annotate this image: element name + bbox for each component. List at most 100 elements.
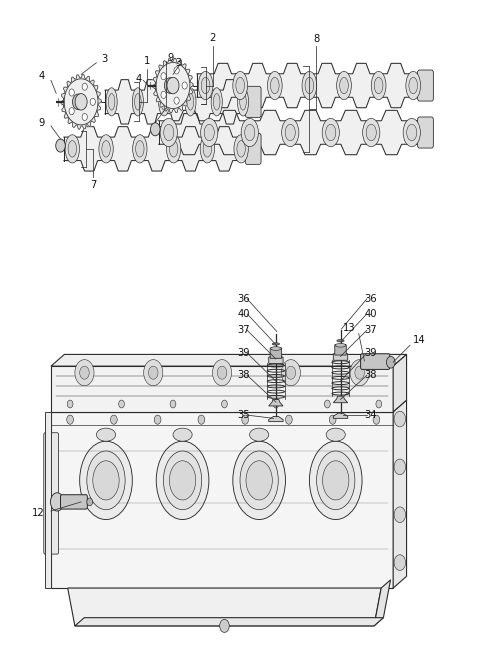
Circle shape (373, 415, 380, 424)
Polygon shape (61, 75, 101, 129)
Circle shape (394, 411, 406, 427)
Circle shape (110, 415, 117, 424)
Ellipse shape (340, 77, 348, 94)
Circle shape (67, 415, 73, 424)
Text: 4: 4 (38, 71, 45, 81)
Ellipse shape (96, 428, 116, 441)
Circle shape (394, 459, 406, 475)
Text: 37: 37 (237, 325, 250, 336)
Circle shape (64, 79, 98, 125)
Ellipse shape (409, 77, 418, 94)
Circle shape (329, 415, 336, 424)
Text: 7: 7 (90, 180, 96, 190)
Ellipse shape (93, 461, 119, 500)
Circle shape (394, 507, 406, 523)
Text: 39: 39 (237, 348, 250, 358)
Circle shape (156, 63, 190, 109)
Text: 4: 4 (136, 74, 142, 84)
Ellipse shape (106, 88, 117, 116)
FancyBboxPatch shape (60, 494, 87, 509)
Circle shape (144, 360, 163, 386)
Polygon shape (333, 396, 348, 403)
Circle shape (161, 73, 166, 80)
Polygon shape (374, 580, 391, 626)
Circle shape (72, 94, 84, 110)
Text: 40: 40 (364, 309, 377, 319)
Text: 13: 13 (343, 323, 356, 334)
Ellipse shape (65, 135, 80, 163)
Ellipse shape (317, 451, 355, 509)
Circle shape (75, 360, 94, 386)
Circle shape (174, 67, 179, 74)
Ellipse shape (246, 461, 272, 500)
Ellipse shape (269, 356, 283, 359)
Circle shape (386, 356, 395, 368)
Ellipse shape (99, 135, 113, 163)
Text: 38: 38 (237, 370, 250, 380)
Polygon shape (64, 127, 250, 171)
Text: 14: 14 (413, 335, 426, 345)
Polygon shape (153, 58, 193, 113)
Text: 1: 1 (144, 56, 150, 66)
Ellipse shape (237, 141, 245, 157)
Ellipse shape (270, 77, 279, 94)
Circle shape (148, 366, 158, 379)
Ellipse shape (234, 135, 248, 163)
Ellipse shape (134, 94, 141, 110)
Ellipse shape (271, 347, 281, 351)
Ellipse shape (245, 124, 255, 141)
Ellipse shape (406, 71, 420, 99)
FancyBboxPatch shape (44, 433, 59, 554)
Ellipse shape (240, 94, 246, 110)
Circle shape (56, 139, 65, 152)
FancyBboxPatch shape (245, 133, 261, 164)
Ellipse shape (132, 88, 144, 116)
Text: 8: 8 (313, 33, 319, 44)
Ellipse shape (169, 141, 178, 157)
FancyBboxPatch shape (360, 354, 390, 370)
Circle shape (355, 366, 364, 379)
Text: 9: 9 (167, 53, 174, 63)
Ellipse shape (201, 77, 210, 94)
Ellipse shape (161, 94, 168, 110)
Ellipse shape (322, 118, 339, 146)
Ellipse shape (267, 71, 282, 99)
Circle shape (286, 366, 296, 379)
Text: 38: 38 (364, 370, 377, 380)
Ellipse shape (163, 451, 202, 509)
Ellipse shape (374, 77, 383, 94)
Circle shape (182, 82, 187, 89)
Ellipse shape (203, 141, 212, 157)
Ellipse shape (366, 124, 376, 141)
Ellipse shape (272, 343, 279, 345)
Circle shape (87, 498, 93, 506)
FancyBboxPatch shape (269, 357, 283, 364)
Circle shape (213, 360, 232, 386)
Text: 34: 34 (364, 410, 377, 420)
Circle shape (82, 83, 87, 90)
Ellipse shape (236, 77, 244, 94)
Circle shape (242, 415, 249, 424)
Polygon shape (158, 111, 422, 155)
Polygon shape (197, 63, 422, 108)
Ellipse shape (302, 71, 317, 99)
Polygon shape (393, 400, 407, 588)
FancyBboxPatch shape (418, 70, 433, 101)
Circle shape (286, 415, 292, 424)
Circle shape (350, 360, 369, 386)
FancyBboxPatch shape (335, 345, 346, 355)
Ellipse shape (204, 124, 215, 141)
Ellipse shape (282, 118, 299, 146)
Ellipse shape (403, 118, 420, 146)
Ellipse shape (305, 77, 314, 94)
Circle shape (82, 113, 87, 120)
Ellipse shape (108, 94, 115, 110)
Ellipse shape (136, 141, 144, 157)
Circle shape (80, 366, 89, 379)
Text: 12: 12 (32, 508, 45, 518)
Ellipse shape (238, 88, 249, 116)
Ellipse shape (102, 141, 110, 157)
Ellipse shape (50, 492, 64, 511)
Text: 3: 3 (176, 58, 182, 68)
Text: 2: 2 (210, 33, 216, 43)
